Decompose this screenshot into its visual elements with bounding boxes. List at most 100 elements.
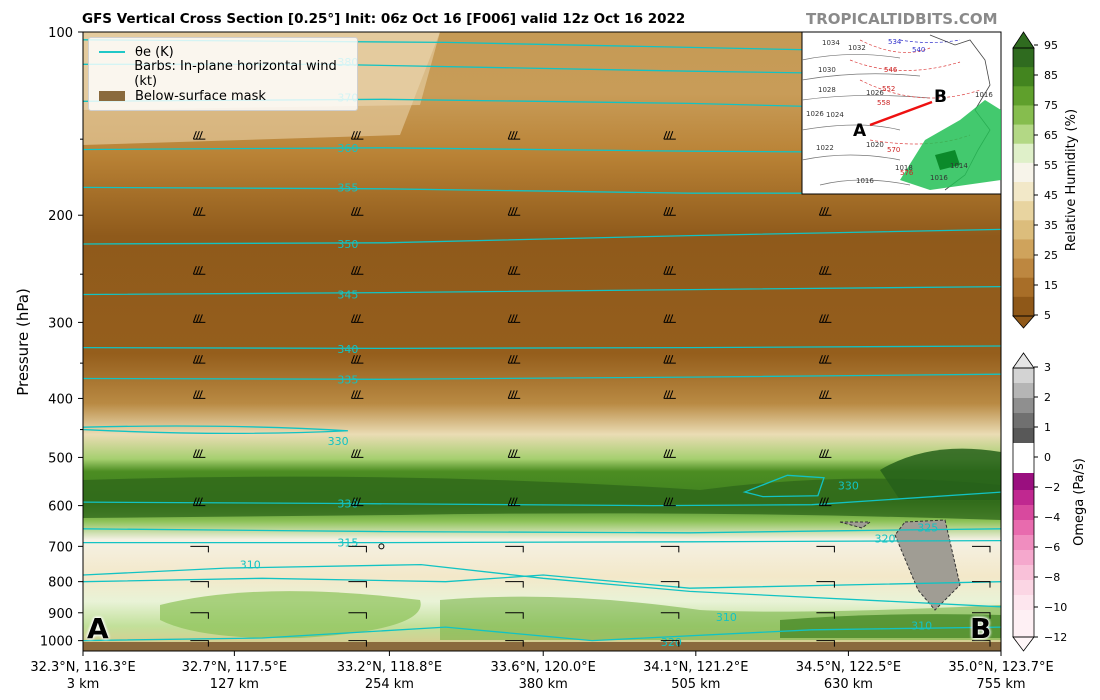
wind-barb	[350, 497, 364, 507]
omega-colorbar-tick-label: 0	[1044, 451, 1051, 464]
x-tick-coord: 34.5°N, 122.5°E	[796, 660, 901, 675]
rh-colorbar-tick-label: 25	[1044, 249, 1058, 262]
inset-point-b: B	[934, 87, 947, 107]
legend-theta-e: θe (K)	[99, 43, 174, 61]
wind-barbs	[190, 130, 991, 647]
wind-barb	[505, 545, 524, 553]
wind-barb	[972, 581, 991, 588]
theta-e-contour	[83, 574, 1001, 589]
rh-colorbar: 95 85 75 65 55 45 35 25 15 5	[1012, 31, 1058, 329]
x-tick-distance: 254 km	[365, 677, 414, 692]
y-tick-label: 300	[48, 316, 73, 331]
legend-mask: Below-surface mask	[99, 87, 266, 105]
inset-height-label: 576	[900, 169, 914, 177]
wind-barb	[663, 207, 676, 216]
wind-barb	[348, 612, 367, 619]
wind-barb	[818, 354, 832, 364]
legend-barbs-label: Barbs: In-plane horizontal wind (kt)	[134, 59, 337, 89]
wind-barb	[660, 581, 680, 588]
wind-barb	[818, 314, 832, 323]
wind-barb	[507, 314, 521, 323]
wind-barb	[507, 354, 521, 364]
omega-colorbar-segment	[1013, 398, 1034, 414]
omega-colorbar-segment	[1013, 428, 1034, 444]
theta-e-swatch	[99, 51, 125, 53]
theta-e-label: 320	[875, 533, 896, 546]
inset-isobar-label: 1016	[856, 177, 874, 185]
y-tick-label: 700	[48, 540, 73, 555]
rh-colorbar-tick-label: 95	[1044, 39, 1058, 52]
wind-barb	[192, 130, 206, 140]
omega-colorbar-segment	[1013, 473, 1034, 491]
rh-colorbar-top-arrow	[1012, 31, 1035, 49]
wind-barb	[660, 545, 680, 553]
theta-e-label: 330	[328, 435, 349, 448]
legend-mask-label: Below-surface mask	[135, 88, 266, 104]
theta-e-label: 315	[337, 537, 358, 550]
wind-barb	[192, 497, 206, 507]
wind-barb	[190, 640, 209, 647]
theta-e-label: 340	[337, 343, 358, 356]
rh-colorbar-segment	[1013, 220, 1034, 240]
inset-isobar-label: 1018	[895, 164, 913, 172]
wind-barb	[350, 390, 364, 399]
omega-colorbar-tick-label: 2	[1044, 391, 1051, 404]
inset-isobar-label: 1034	[822, 39, 840, 47]
theta-e-label: 335	[337, 373, 358, 386]
wind-barb	[816, 545, 835, 553]
wind-barb	[816, 612, 835, 619]
wind-barb	[192, 266, 206, 275]
inset-isobar-label: 1024	[826, 111, 844, 119]
wind-barb	[350, 266, 364, 275]
inset-isobar-label: 1020	[866, 141, 884, 149]
x-tick-coord: 35.0°N, 123.7°E	[948, 660, 1053, 675]
theta-e-contour	[83, 373, 1001, 380]
theta-e-label: 350	[337, 238, 358, 251]
wind-barb	[505, 581, 524, 588]
omega-colorbar-segment	[1013, 535, 1034, 551]
wind-barb	[350, 449, 364, 458]
theta-e-contour	[83, 228, 1001, 245]
wind-barb	[507, 497, 521, 507]
theta-e-contour	[83, 539, 1001, 544]
theta-e-label: 310	[716, 611, 737, 624]
rh-colorbar-tick-label: 5	[1044, 309, 1051, 322]
omega-colorbar-top-arrow	[1012, 352, 1035, 369]
wind-barb	[818, 207, 832, 216]
y-tick-label: 800	[48, 576, 73, 591]
rh-colorbar-segment	[1013, 296, 1034, 317]
inset-height-label: 558	[877, 99, 890, 107]
omega-colorbar-tick-label: −4	[1044, 511, 1060, 524]
inset-height-label: 534	[888, 38, 902, 46]
inset-isobar-label: 1032	[848, 44, 866, 52]
rh-colorbar-tick-label: 55	[1044, 159, 1058, 172]
rh-colorbar-tick-label: 15	[1044, 279, 1058, 292]
inset-isobar-label: 1016	[930, 174, 948, 182]
chart-title: GFS Vertical Cross Section [0.25°] Init:…	[82, 11, 686, 27]
calm-wind-marker	[378, 543, 385, 550]
y-tick-label: 500	[48, 451, 73, 466]
rh-colorbar-bottom-arrow	[1012, 315, 1035, 329]
wind-barb	[507, 130, 521, 140]
omega-colorbar: 3 2 1 0 −2 −4 −6 −8 −10 −12	[1012, 352, 1067, 652]
omega-colorbar-segment	[1013, 383, 1034, 399]
omega-colorbar-label: Omega (Pa/s)	[1072, 458, 1087, 546]
omega-colorbar-segment	[1013, 443, 1034, 474]
wind-barb	[818, 390, 832, 399]
inset-isobar-label: 1016	[975, 91, 993, 99]
rh-colorbar-segment	[1013, 143, 1034, 164]
wind-barb	[507, 449, 521, 458]
omega-colorbar-tick-label: −2	[1044, 481, 1060, 494]
y-tick-label: 200	[48, 209, 73, 224]
theta-e-contour	[83, 626, 1001, 642]
y-axis-label: Pressure (hPa)	[14, 288, 32, 396]
wind-barb	[350, 207, 364, 216]
rh-colorbar-segment	[1013, 239, 1034, 260]
inset-isobar-label: 1030	[818, 66, 836, 74]
wind-barb	[663, 314, 676, 323]
theta-e-label: 355	[337, 181, 358, 194]
wind-barb	[348, 581, 367, 588]
omega-colorbar-segment	[1013, 565, 1034, 581]
omega-colorbar-tick-label: 3	[1044, 361, 1051, 374]
theta-e-contour	[83, 285, 1001, 296]
